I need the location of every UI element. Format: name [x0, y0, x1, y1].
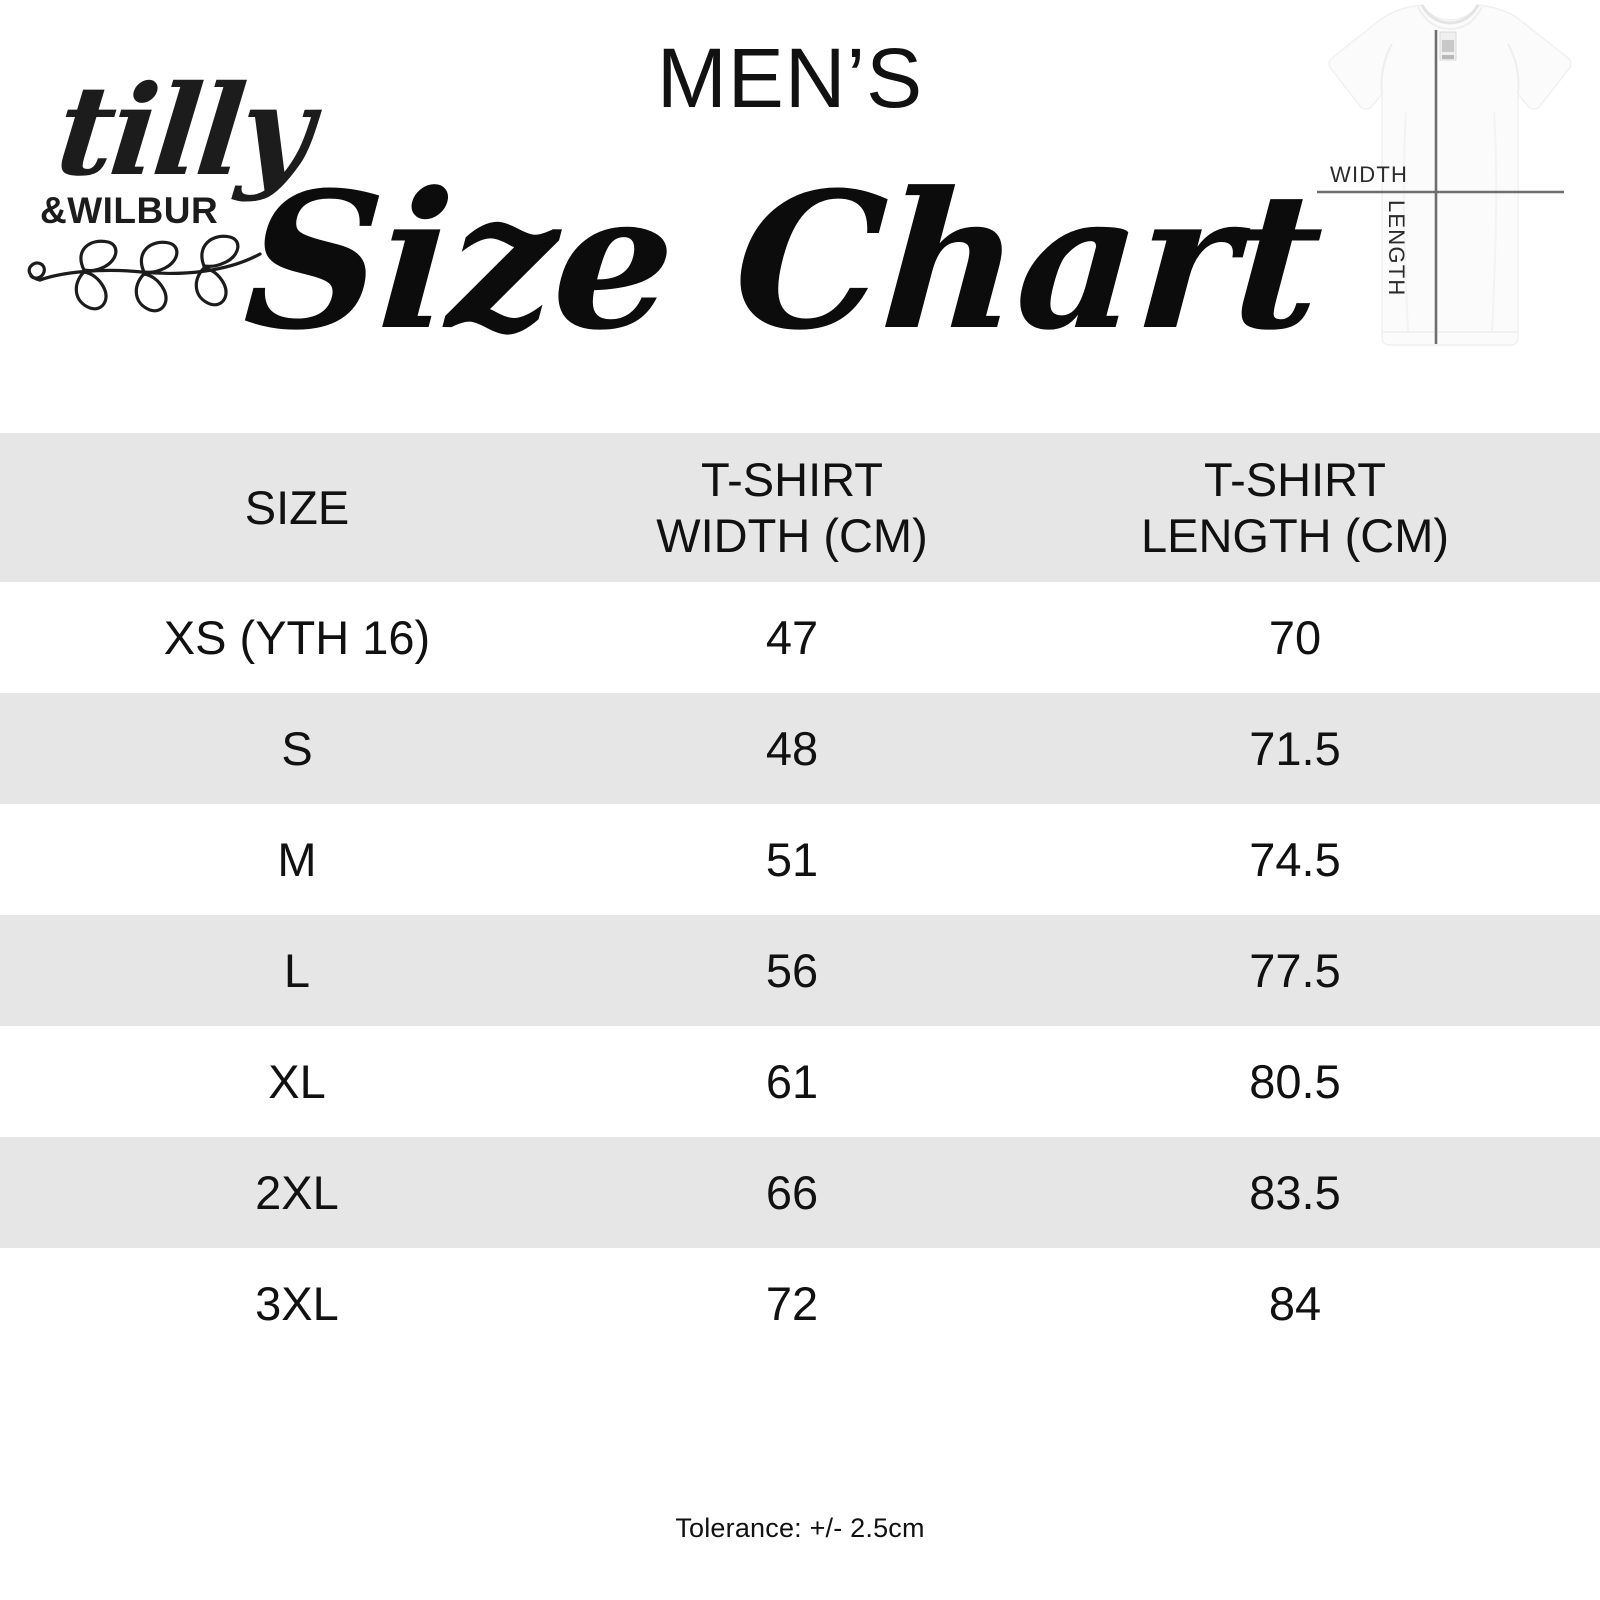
table-header-row: SIZE T-SHIRT WIDTH (CM) T-SHIRT LENGTH (… [0, 433, 1600, 582]
cell-length: 71.5 [1249, 722, 1341, 775]
cell-length: 70 [1268, 611, 1322, 664]
header: tilly &WILBUR [0, 0, 1600, 433]
tshirt-length-label: LENGTH [1384, 200, 1409, 297]
cell-size: 2XL [255, 1166, 339, 1219]
page-kicker: MEN’S [656, 31, 924, 125]
cell-length: 74.5 [1249, 833, 1341, 886]
cell-width: 72 [765, 1277, 819, 1330]
cell-length: 83.5 [1249, 1166, 1341, 1219]
leaf-branch-icon [22, 228, 292, 328]
column-header-size: SIZE [244, 480, 350, 534]
column-header-width: T-SHIRT WIDTH (CM) [656, 453, 928, 562]
tshirt-icon: WIDTH LENGTH [1272, 2, 1598, 354]
cell-length: 80.5 [1249, 1055, 1341, 1108]
cell-size: S [281, 722, 313, 775]
cell-width: 56 [765, 944, 819, 997]
brand-sub-name: &WILBUR [40, 190, 219, 231]
cell-width: 47 [765, 611, 819, 664]
size-table: SIZE T-SHIRT WIDTH (CM) T-SHIRT LENGTH (… [0, 433, 1600, 1359]
cell-width: 61 [765, 1055, 819, 1108]
brand-logo: tilly &WILBUR [22, 59, 316, 330]
table-row: L 56 77.5 [0, 915, 1600, 1026]
table-row: 3XL 72 84 [0, 1248, 1600, 1359]
cell-size: L [283, 944, 311, 997]
cell-size: M [277, 833, 317, 886]
cell-width: 66 [765, 1166, 819, 1219]
cell-width: 51 [765, 833, 819, 886]
column-header-length: T-SHIRT LENGTH (CM) [1140, 453, 1450, 562]
table-row: XS (YTH 16) 47 70 [0, 582, 1600, 693]
tolerance-note: Tolerance: +/- 2.5cm [675, 1513, 925, 1543]
table-row: S 48 71.5 [0, 693, 1600, 804]
cell-size: XL [268, 1055, 326, 1108]
tshirt-width-label: WIDTH [1330, 162, 1409, 187]
cell-length: 77.5 [1249, 944, 1341, 997]
table-row: M 51 74.5 [0, 804, 1600, 915]
cell-length: 84 [1268, 1277, 1322, 1330]
cell-width: 48 [765, 722, 819, 775]
table-row: 2XL 66 83.5 [0, 1137, 1600, 1248]
table-row: XL 61 80.5 [0, 1026, 1600, 1137]
cell-size: 3XL [255, 1277, 339, 1330]
cell-size: XS (YTH 16) [163, 611, 431, 664]
